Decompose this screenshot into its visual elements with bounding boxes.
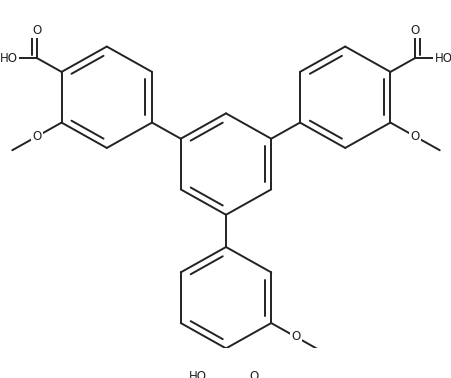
Text: O: O bbox=[410, 24, 419, 37]
Text: O: O bbox=[410, 130, 419, 143]
Text: HO: HO bbox=[433, 51, 451, 65]
Text: O: O bbox=[32, 130, 41, 143]
Text: O: O bbox=[32, 24, 41, 37]
Text: HO: HO bbox=[0, 51, 18, 65]
Text: O: O bbox=[290, 330, 300, 343]
Text: HO: HO bbox=[188, 370, 206, 378]
Text: O: O bbox=[249, 370, 258, 378]
